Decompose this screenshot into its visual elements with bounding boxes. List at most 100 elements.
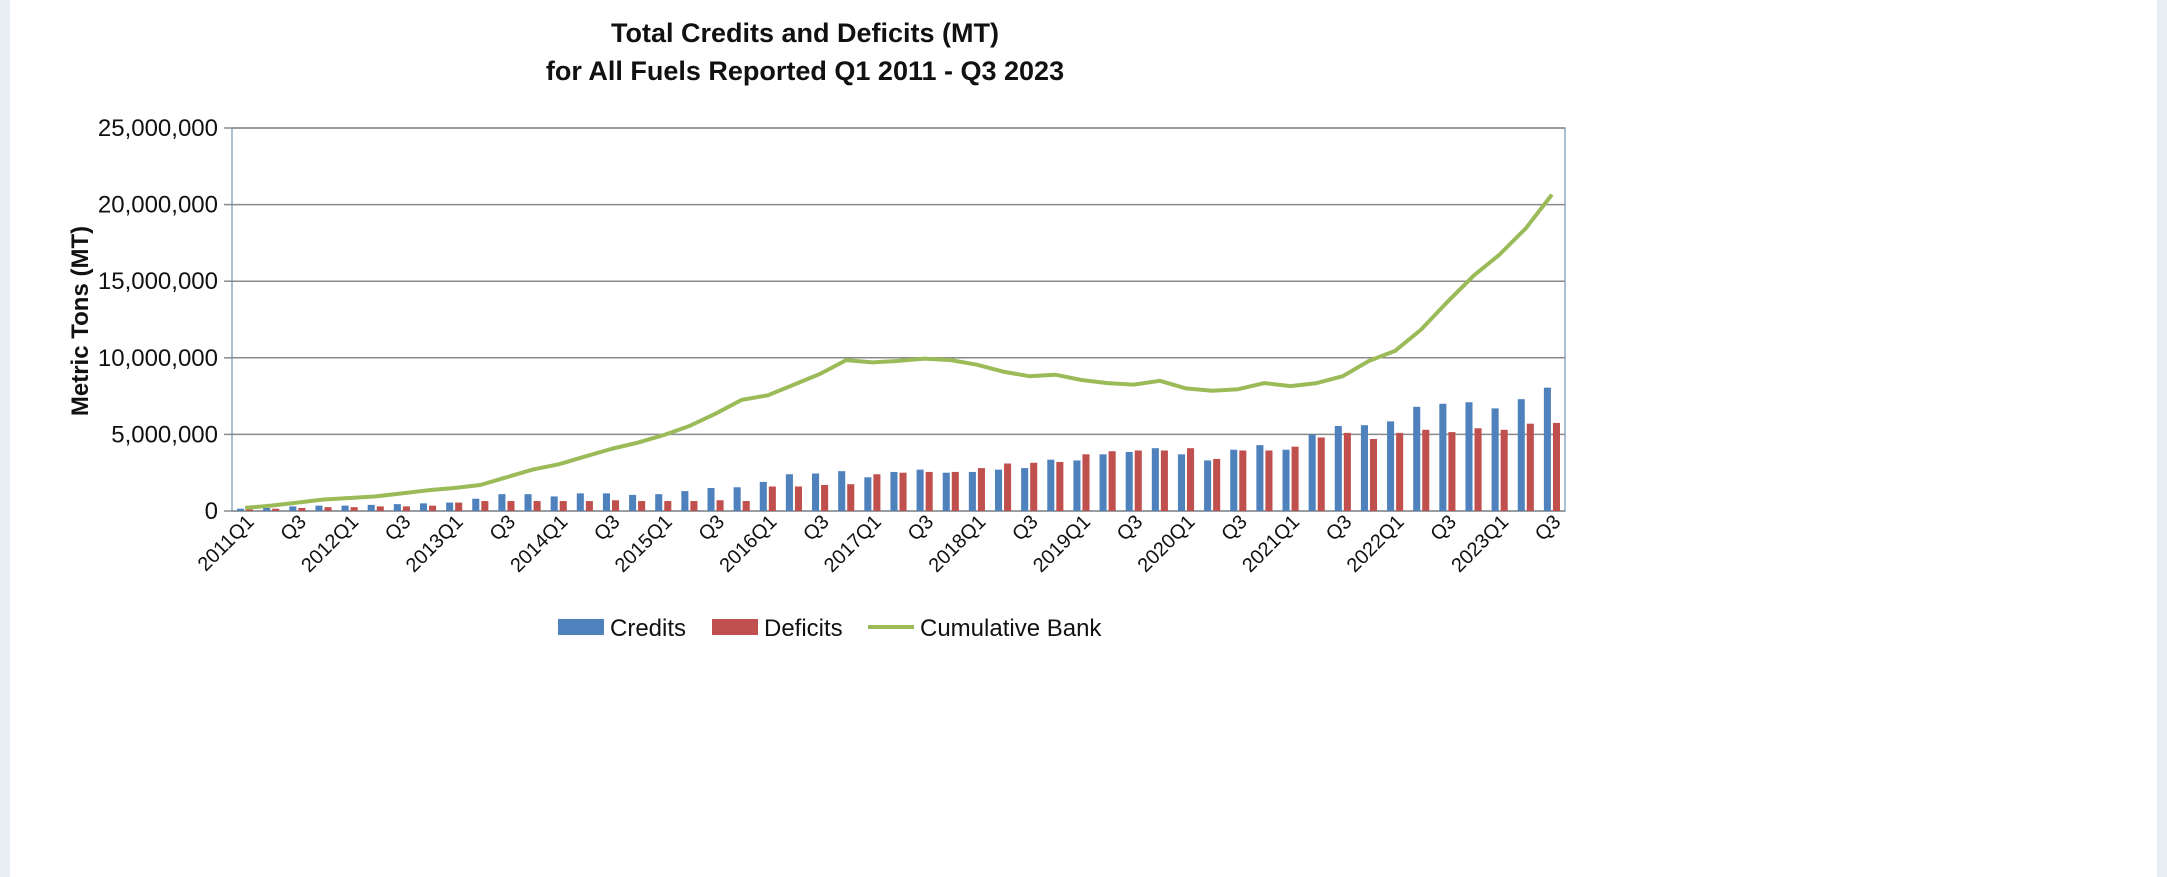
- credits-bar: [550, 496, 558, 511]
- deficits-bar: [1265, 450, 1273, 511]
- credits-bar: [785, 474, 793, 511]
- deficits-bar: [429, 505, 437, 511]
- x-tick-label: 2023Q1: [1447, 511, 1513, 577]
- credits-bar: [393, 504, 401, 511]
- credits-bar: [341, 505, 349, 511]
- credits-bar: [1151, 448, 1159, 511]
- deficits-bar: [559, 501, 567, 511]
- credits-bar: [733, 487, 741, 511]
- y-tick-label: 25,000,000: [98, 115, 218, 142]
- deficits-bar: [1187, 448, 1195, 511]
- credits-bar: [1308, 434, 1316, 511]
- credits-bar: [1543, 387, 1551, 511]
- x-tick-label: 2011Q1: [194, 511, 259, 576]
- deficits-bar: [1082, 454, 1090, 511]
- credits-bar: [916, 469, 924, 511]
- deficits-bar: [533, 501, 541, 511]
- credits-bar: [1256, 445, 1264, 511]
- credits-bar: [1204, 460, 1212, 511]
- credits-bar: [289, 506, 297, 511]
- x-tick-label: 2017Q1: [820, 511, 886, 577]
- credits-bar: [838, 471, 846, 511]
- deficits-bar: [1526, 423, 1534, 511]
- deficits-bar: [376, 506, 384, 511]
- deficits-bar: [1552, 422, 1560, 511]
- credits-bar: [263, 507, 271, 511]
- deficits-bar: [794, 486, 803, 511]
- credits-bar: [994, 469, 1003, 511]
- legend: Credits Deficits Cumulative Bank: [558, 615, 1102, 642]
- credits-bar: [1230, 449, 1238, 511]
- x-tick-label: 2014Q1: [506, 511, 572, 577]
- gridlines: [224, 127, 1566, 512]
- x-tick-label: Q3: [1322, 511, 1356, 545]
- deficits-bar: [298, 507, 306, 511]
- deficits-bar: [742, 501, 750, 511]
- x-tick-label: Q3: [486, 511, 520, 545]
- x-tick-label: Q3: [904, 511, 938, 545]
- credits-bar: [1099, 454, 1107, 511]
- legend-label: Deficits: [764, 615, 843, 642]
- y-axis-label: Metric Tons (MT): [67, 226, 94, 416]
- deficits-bar: [847, 484, 855, 511]
- deficits-bar: [1030, 462, 1038, 511]
- deficits-bar: [768, 486, 776, 511]
- deficits-bar: [402, 506, 410, 511]
- credits-bar: [1125, 452, 1133, 511]
- deficits-bar: [1369, 438, 1378, 511]
- credits-bar: [1177, 454, 1186, 511]
- y-tick-label: 15,000,000: [98, 268, 218, 295]
- credits-bar: [1334, 425, 1342, 511]
- credits-bar: [759, 481, 767, 511]
- x-tick-label: Q3: [276, 511, 310, 545]
- credits-bar: [602, 493, 610, 511]
- chart-title: Total Credits and Deficits (MT): [611, 18, 999, 48]
- x-tick-label: Q3: [1008, 511, 1042, 545]
- deficits-bar: [638, 501, 646, 511]
- deficits-bar: [1317, 437, 1325, 511]
- deficits-bar: [1239, 450, 1247, 511]
- deficits-bar: [1448, 432, 1456, 511]
- y-tick-labels: 0 5,000,000 10,000,000 15,000,000 20,000,000…: [98, 115, 218, 525]
- bars: [237, 387, 1560, 511]
- credits-bar: [968, 471, 976, 511]
- x-tick-label: Q3: [1426, 511, 1460, 545]
- credits-bar: [864, 477, 872, 511]
- deficits-bar: [1056, 461, 1064, 511]
- credits-bar: [1465, 402, 1473, 511]
- x-tick-label: 2018Q1: [925, 511, 991, 577]
- deficits-bar: [1213, 458, 1221, 511]
- deficits-bar: [977, 468, 985, 511]
- y-tick-label: 20,000,000: [98, 192, 218, 219]
- y-tick-label: 0: [205, 498, 218, 525]
- credits-bar: [576, 493, 584, 511]
- deficits-bar: [324, 507, 332, 511]
- credits-bar: [812, 473, 820, 511]
- x-tick-label: 2015Q1: [611, 511, 677, 577]
- x-tick-label: Q3: [1217, 511, 1251, 545]
- deficits-bar: [350, 507, 358, 511]
- legend-swatch: [558, 619, 604, 635]
- credits-bar: [446, 502, 454, 511]
- x-tick-label: Q3: [695, 511, 729, 545]
- credits-bar: [681, 491, 689, 511]
- cumulative-bank-line: [244, 193, 1554, 510]
- legend-label: Cumulative Bank: [920, 615, 1102, 642]
- deficits-bar: [1343, 432, 1351, 511]
- credits-bar: [419, 503, 428, 511]
- x-tick-label: 2012Q1: [297, 511, 363, 577]
- legend-swatch: [712, 619, 758, 635]
- deficits-bar: [873, 474, 881, 511]
- x-tick-label: Q3: [1113, 511, 1147, 545]
- deficits-bar: [1422, 429, 1430, 511]
- x-tick-label: Q3: [590, 511, 624, 545]
- credits-bar: [472, 498, 480, 511]
- x-tick-label: 2021Q1: [1238, 511, 1304, 577]
- deficits-bar: [272, 508, 280, 511]
- deficits-bar: [481, 501, 489, 511]
- credits-bar: [315, 505, 323, 511]
- x-tick-label: 2013Q1: [402, 511, 468, 577]
- credits-bar: [942, 472, 950, 511]
- chart-subtitle: for All Fuels Reported Q1 2011 - Q3 2023: [546, 56, 1064, 86]
